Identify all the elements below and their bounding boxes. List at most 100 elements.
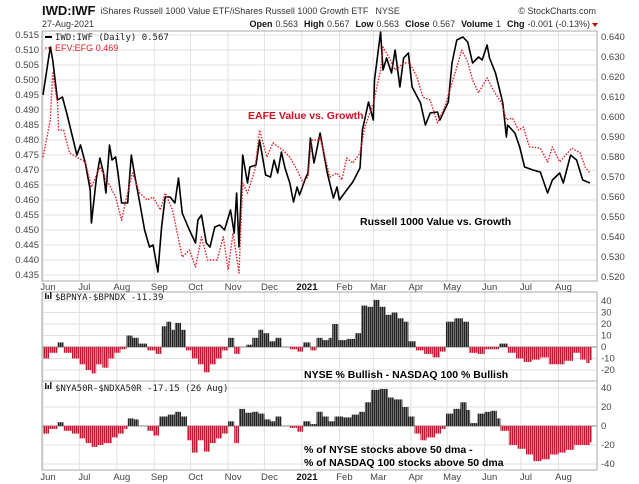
negative-bar: [297, 426, 304, 432]
right-axis-tick-label: 0.580: [601, 152, 625, 163]
positive-bar: [393, 399, 403, 426]
left-axis-tick-label: 0.475: [15, 150, 39, 161]
positive-bar: [270, 421, 276, 427]
right-axis-tick-label: 0.530: [601, 252, 625, 263]
x-tick-label: Oct: [188, 472, 203, 483]
low-label: Low: [356, 19, 375, 29]
positive-bar: [167, 414, 175, 426]
negative-bar: [114, 347, 121, 353]
positive-bar: [379, 306, 386, 348]
positive-bar: [269, 341, 276, 348]
right-axis-tick-label: 0.590: [601, 132, 625, 143]
positive-bar: [364, 402, 371, 427]
right-axis-tick-label: -40: [601, 459, 615, 470]
efv-efg-line: [42, 46, 591, 274]
left-axis-tick-label: 0.505: [15, 60, 39, 71]
annotation-dma-line2: % of NASDAQ 100 stocks above 50 dma: [304, 457, 504, 469]
positive-bar: [263, 333, 270, 347]
bar-chart-icon-part: [50, 292, 52, 299]
dma-panel-frame: [41, 380, 598, 471]
left-axis-tick-label: 0.440: [15, 255, 39, 266]
negative-bar: [574, 426, 583, 445]
negative-bar: [153, 426, 160, 436]
positive-bar: [379, 388, 388, 426]
left-axis-tick-label: 0.435: [15, 270, 39, 281]
legend-efv-efg: EFV:EFG 0.469: [55, 43, 118, 53]
positive-bar: [275, 416, 282, 426]
negative-bar: [435, 426, 442, 434]
x-tick-label: Jun: [40, 282, 55, 293]
positive-bar: [57, 422, 64, 426]
negative-bar: [102, 347, 109, 368]
negative-bar: [191, 347, 198, 359]
bar-chart-icon: [45, 383, 47, 389]
negative-bar: [589, 426, 592, 443]
negative-bar: [297, 347, 304, 352]
quote-date: 27-Aug-2021: [42, 19, 94, 29]
positive-bar: [453, 408, 461, 426]
negative-bar: [120, 347, 127, 350]
left-axis-tick-label: 0.485: [15, 120, 39, 131]
exchange-label: NYSE: [375, 6, 400, 16]
negative-bar: [91, 347, 97, 374]
positive-bar: [328, 337, 333, 347]
negative-bar: [541, 426, 550, 460]
negative-bar: [187, 426, 192, 441]
negative-bar: [531, 347, 541, 360]
x-tick-label: Feb: [336, 282, 352, 293]
negative-bar: [420, 426, 427, 441]
positive-bar: [174, 322, 181, 347]
positive-bar: [303, 342, 311, 347]
x-tick-label: Aug: [555, 472, 572, 483]
x-tick-label: Jun: [40, 472, 55, 483]
x-tick-label: Sep: [151, 472, 168, 483]
x-tick-label: Aug: [113, 282, 130, 293]
negative-bar: [222, 426, 229, 434]
volume-value: 1: [496, 19, 501, 29]
negative-bar: [540, 347, 549, 358]
negative-bar: [558, 426, 566, 453]
positive-bar: [408, 416, 415, 426]
negative-bar: [63, 347, 73, 353]
x-tick-label: Dec: [261, 472, 278, 483]
price-panel-frame: [41, 30, 598, 282]
positive-bar: [275, 337, 282, 347]
quote-summary: Open 0.563 High 0.567 Low 0.563 Close 0.567 Volu…: [249, 19, 590, 29]
positive-bar: [322, 340, 329, 347]
positive-bar: [159, 416, 168, 426]
left-axis-tick-label: 0.460: [15, 195, 39, 206]
negative-bar: [210, 347, 217, 365]
negative-bar: [72, 347, 80, 359]
x-tick-label: Apr: [408, 282, 423, 293]
positive-bar: [334, 416, 344, 426]
right-axis-tick-label: -20: [601, 440, 615, 451]
left-axis-tick-label: 0.450: [15, 225, 39, 236]
right-axis-tick-label: 0.620: [601, 72, 625, 83]
x-tick-label: Dec: [261, 282, 278, 293]
negative-bar: [523, 347, 532, 362]
positive-bar: [397, 318, 404, 348]
dma-panel-legend: $NYA50R-$NDXA50R -17.15 (26 Aug): [45, 382, 228, 394]
negative-bar: [43, 347, 49, 359]
positive-bar: [355, 333, 362, 347]
positive-bar: [470, 423, 478, 426]
right-axis-tick-label: 40: [601, 383, 612, 394]
iwd-iwf-line: [42, 31, 591, 273]
negative-bar: [586, 347, 590, 364]
negative-bar: [516, 347, 524, 359]
bar-chart-icon-part: [47, 295, 49, 299]
negative-bar: [79, 347, 86, 365]
negative-bar: [289, 347, 298, 350]
positive-bar: [133, 419, 139, 426]
negative-bar: [63, 426, 73, 431]
right-axis-tick-label: 0.520: [601, 272, 625, 283]
negative-bar: [197, 426, 204, 441]
positive-bar: [328, 421, 335, 427]
right-axis-tick-label: 0.600: [601, 112, 625, 123]
negative-bar: [414, 426, 421, 434]
positive-bar: [466, 409, 471, 426]
right-axis-tick-label: 0.630: [601, 52, 625, 63]
symbol-description: iShares Russell 1000 Value ETF/iShares R…: [100, 6, 368, 16]
low-value: 0.563: [377, 19, 400, 29]
